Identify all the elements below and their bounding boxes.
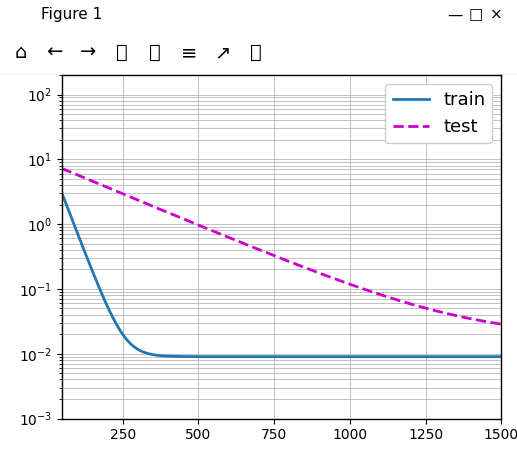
test [498, 321, 505, 327]
Legend: train, test: train, test [385, 84, 493, 144]
Line: test: test [47, 162, 501, 324]
Text: □: □ [468, 7, 483, 22]
test [246, 243, 252, 248]
Text: ↗: ↗ [214, 43, 231, 62]
Text: ×: × [490, 7, 503, 22]
Text: →: → [80, 43, 96, 62]
Text: ⤢: ⤢ [116, 43, 127, 62]
train [98, 289, 104, 294]
Text: ⌂: ⌂ [14, 43, 27, 62]
test [254, 246, 261, 252]
test [98, 182, 104, 187]
train [498, 354, 505, 359]
train [237, 354, 243, 359]
Text: —: — [447, 7, 463, 22]
test [44, 159, 50, 165]
test [302, 265, 309, 271]
Text: ⌕: ⌕ [149, 43, 161, 62]
train [497, 354, 504, 359]
test [237, 239, 243, 245]
train [79, 243, 85, 249]
Text: 💾: 💾 [250, 43, 262, 62]
train [302, 354, 309, 359]
test [79, 174, 85, 180]
Line: train: train [47, 155, 501, 357]
Text: ←: ← [46, 43, 63, 62]
train [44, 152, 50, 158]
train [254, 354, 261, 359]
train [246, 354, 252, 359]
Text: Figure 1: Figure 1 [41, 7, 102, 22]
Text: ≡: ≡ [180, 43, 197, 62]
